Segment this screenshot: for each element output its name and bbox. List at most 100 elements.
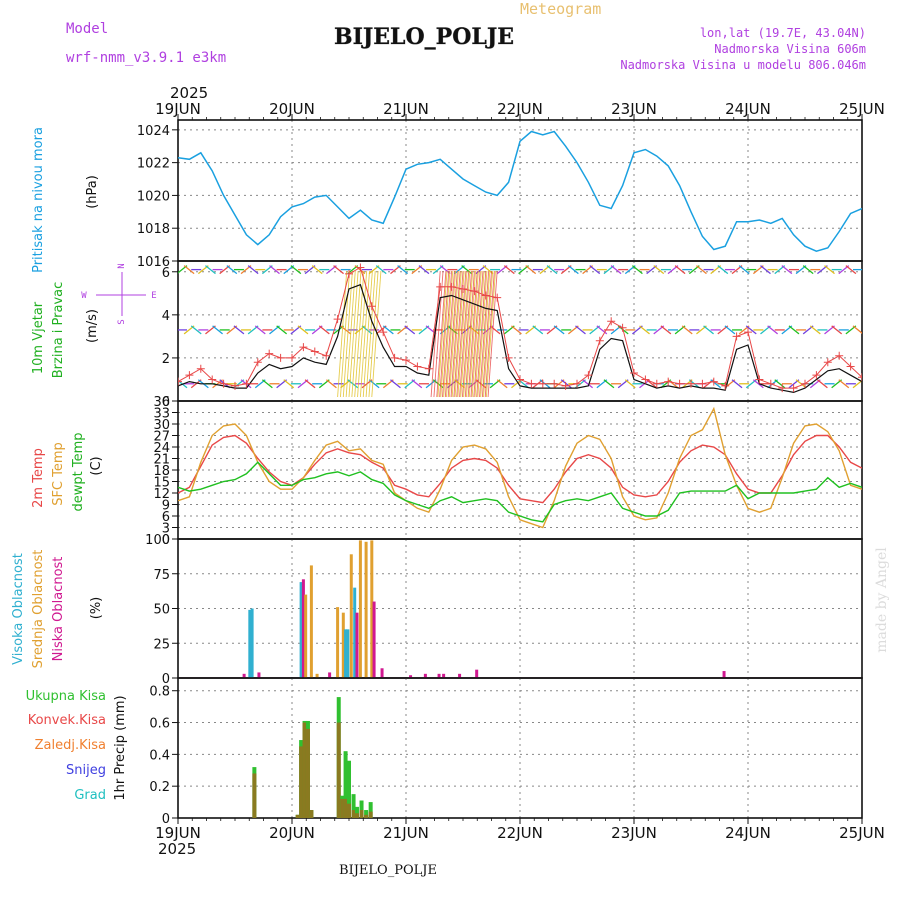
precip-conv-bar xyxy=(252,773,257,818)
temperature-ytick-label: 15 xyxy=(153,476,170,491)
wind-gust-marker xyxy=(493,293,502,302)
cloud-plot xyxy=(178,540,862,678)
wind-barb xyxy=(767,325,779,335)
wind-gust-marker xyxy=(801,379,809,388)
precip-conv-bar xyxy=(364,814,369,818)
wind-ytick-label: 2 xyxy=(162,352,170,367)
wind-barb xyxy=(304,379,316,389)
panels: 1016101810201022102402460369121518212427… xyxy=(137,119,863,827)
wind-barb xyxy=(190,325,202,335)
wind-barb xyxy=(603,379,615,389)
bottom-date-label: 19JUN xyxy=(155,824,201,842)
cloud-ytick-label: 25 xyxy=(153,637,170,652)
wind-gust-marker xyxy=(835,351,844,360)
pressure-ytick-label: 1018 xyxy=(137,222,170,237)
wind-gust-marker xyxy=(504,353,513,362)
wind-hatch xyxy=(448,270,459,398)
wind-gust-marker xyxy=(265,349,274,358)
cloud-bar-high xyxy=(346,629,350,678)
precip-total-bar xyxy=(364,810,369,818)
wind-hatch xyxy=(487,270,498,398)
wind-hatch xyxy=(345,270,356,398)
wind-hatch xyxy=(473,270,484,398)
wind-hatch xyxy=(439,270,450,398)
precip-panel: 0 0.2 0.4 0.6 0.8 xyxy=(149,677,863,827)
wind-ytick-label: 6 xyxy=(162,266,170,281)
top-date-label: 19JUN xyxy=(155,100,201,118)
cloud-bar-low xyxy=(355,612,359,678)
precip-ytick-label: 0 xyxy=(162,812,170,827)
top-date-label: 21JUN xyxy=(383,100,429,118)
wind-gust-marker xyxy=(333,315,342,324)
wind-gust-marker xyxy=(675,379,684,388)
cloud-bar-mid xyxy=(341,612,345,678)
pressure-ytick-label: 1020 xyxy=(137,189,170,204)
wind-barb xyxy=(845,265,857,275)
temperature-ytick-label: 12 xyxy=(153,487,170,502)
wind-hatch xyxy=(442,270,453,398)
model-altitude-label: Nadmorska Visina u modelu 806.046m xyxy=(620,58,866,72)
top-date-label: 22JUN xyxy=(497,100,543,118)
temp-2m-label: 2m Temp xyxy=(31,448,46,508)
temp-dew-label: dewpt Temp xyxy=(71,432,86,511)
wind-gust-marker xyxy=(470,287,479,296)
wind-barb xyxy=(311,265,323,275)
cloud-bar-low xyxy=(437,673,441,678)
wind-barb xyxy=(254,325,266,335)
wind-gust-marker xyxy=(276,353,285,362)
wind-barb xyxy=(667,379,679,389)
compass-s: S xyxy=(117,319,127,324)
wind-gust-marker xyxy=(516,375,524,384)
wind-barb xyxy=(205,265,216,275)
wind-gust-marker xyxy=(789,384,798,393)
cloud-bar-low xyxy=(409,675,413,678)
wind-barb xyxy=(532,325,544,335)
wind-barb xyxy=(525,265,537,275)
wind-ytick-label: 0 xyxy=(162,395,170,410)
cloud-bar-low xyxy=(442,673,446,678)
temperature-ytick-label: 30 xyxy=(153,418,170,433)
cloud-bar-low xyxy=(722,671,726,678)
wind-gust-marker xyxy=(459,285,467,293)
precip-conv-bar xyxy=(343,798,348,818)
wind-hatch xyxy=(464,270,475,398)
wind-gust-marker xyxy=(618,323,627,332)
wind-hatch xyxy=(430,270,441,398)
wind-hatch xyxy=(453,270,464,398)
precip-total-bar xyxy=(368,802,373,818)
wind-barb xyxy=(397,265,408,275)
precip-conv-bar xyxy=(299,746,304,818)
cloud-bar-low xyxy=(423,673,427,678)
station-title: BIJELO_POLJE xyxy=(334,24,514,50)
precip-frame xyxy=(177,677,863,819)
wind-gust-marker xyxy=(630,369,638,377)
wind-hatch xyxy=(456,270,467,398)
wind-hatch xyxy=(459,270,470,398)
cloud-unit: (%) xyxy=(89,597,104,620)
wind-gust-marker xyxy=(196,364,205,373)
cloud-bar-low xyxy=(301,579,305,678)
wind-barb xyxy=(624,379,636,389)
model-label: Model xyxy=(66,21,108,37)
temperature-ytick-label: 21 xyxy=(153,453,170,468)
wind-barb xyxy=(738,265,750,275)
wind-barb xyxy=(831,325,843,335)
wind-barb xyxy=(838,379,850,389)
wind-gust-marker xyxy=(641,375,650,384)
cloud-ytick-label: 0 xyxy=(162,672,170,687)
temperature-ytick-label: 9 xyxy=(162,499,170,514)
wind-hatch xyxy=(485,270,496,398)
precip-conv-bar xyxy=(359,810,364,818)
wind-barb xyxy=(774,379,786,389)
cloud-bar-low xyxy=(257,672,261,678)
wind-barb xyxy=(276,325,288,335)
legend-total: Ukupna Kisa xyxy=(26,689,106,704)
pressure-line xyxy=(178,130,862,252)
precip-conv-bar xyxy=(295,814,300,818)
wind-barb xyxy=(212,325,223,335)
wind-gust-marker xyxy=(698,379,707,388)
wind-gust-marker xyxy=(231,381,239,390)
wind-barb xyxy=(703,325,714,335)
